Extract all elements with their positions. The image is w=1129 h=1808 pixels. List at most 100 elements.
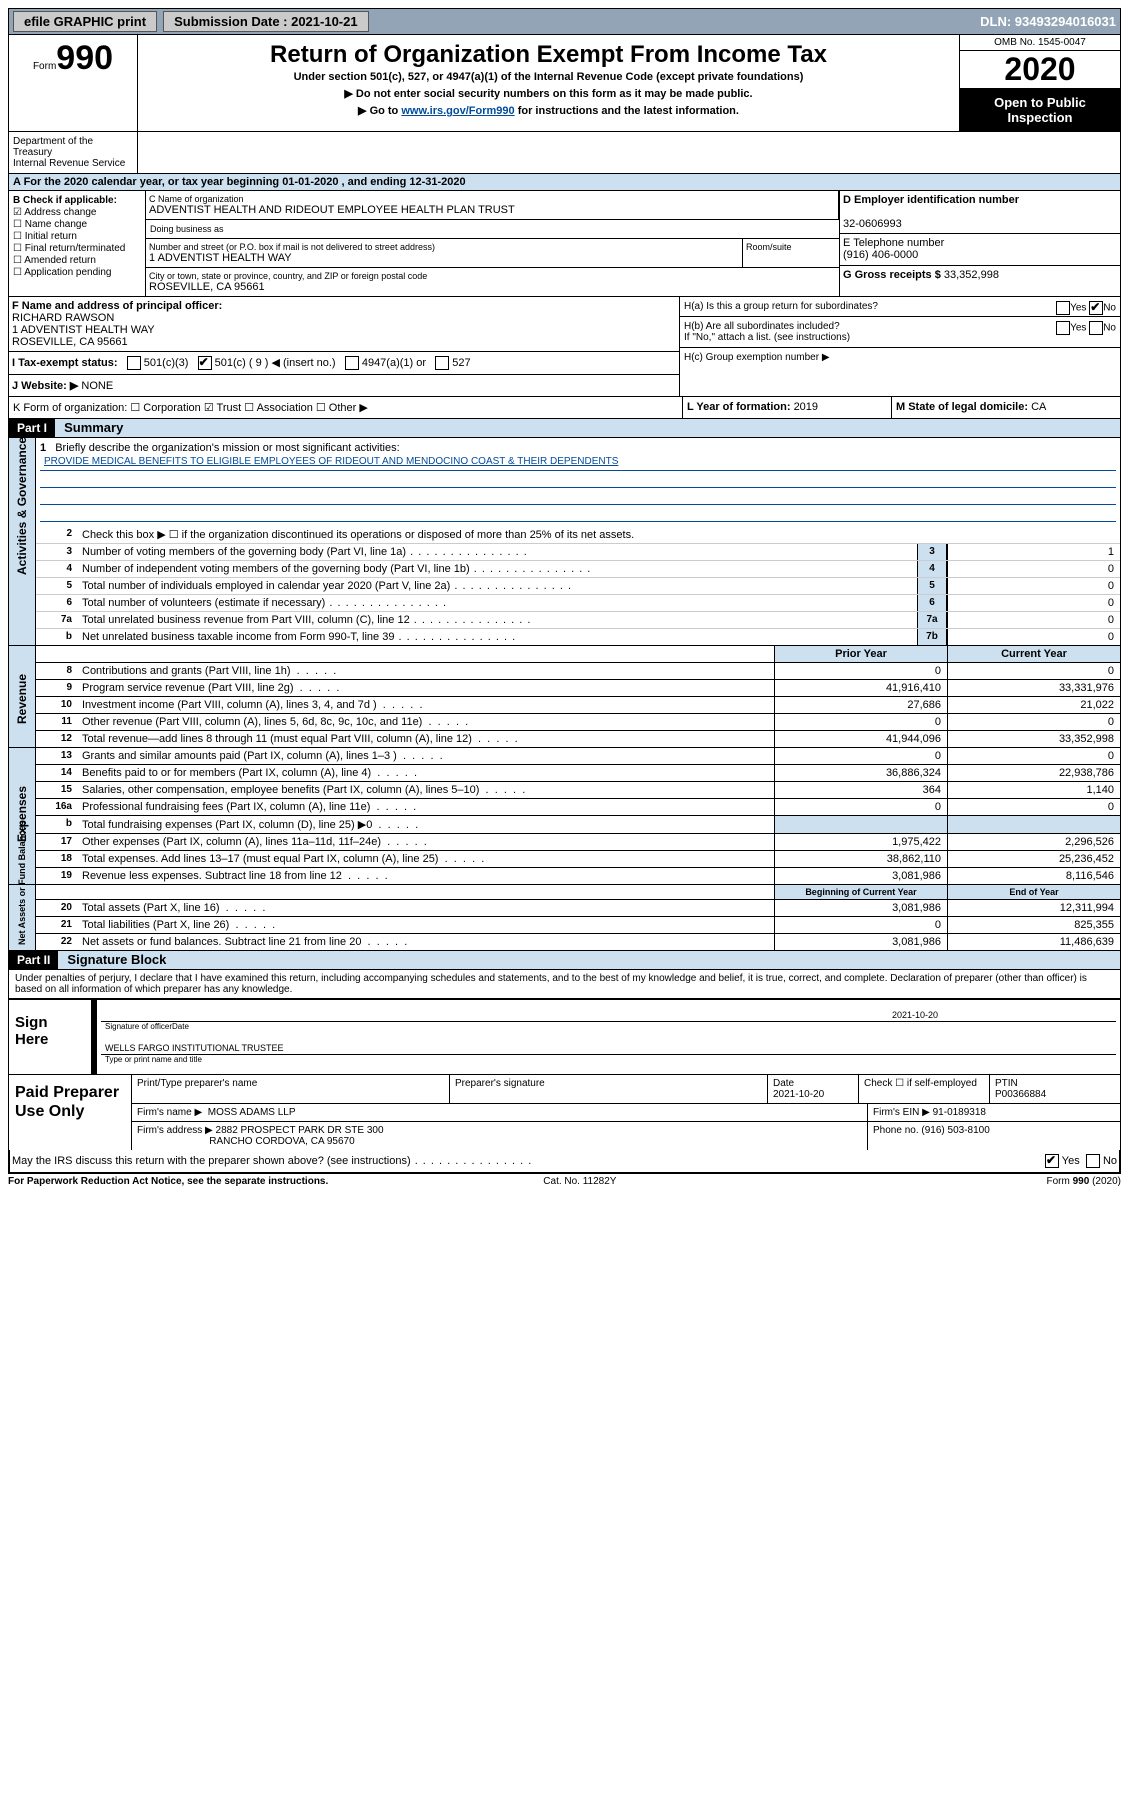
chk-app-pending[interactable]: ☐ Application pending <box>13 267 141 278</box>
officer-addr1: 1 ADVENTIST HEALTH WAY <box>12 324 155 336</box>
mission-blank2 <box>40 488 1116 505</box>
data-row: 10Investment income (Part VIII, column (… <box>36 697 1120 714</box>
chk-501c3[interactable] <box>127 356 141 370</box>
org-name-label: C Name of organization <box>149 194 835 204</box>
data-row: 18Total expenses. Add lines 13–17 (must … <box>36 851 1120 868</box>
firm-ein: Firm's EIN ▶ 91-0189318 <box>868 1104 1120 1121</box>
header-title-box: Return of Organization Exempt From Incom… <box>138 35 959 131</box>
line-4: 4Number of independent voting members of… <box>36 561 1120 578</box>
data-row: 19Revenue less expenses. Subtract line 1… <box>36 868 1120 884</box>
data-row: 15Salaries, other compensation, employee… <box>36 782 1120 799</box>
data-row: 22Net assets or fund balances. Subtract … <box>36 934 1120 950</box>
mission-blank1 <box>40 471 1116 488</box>
chk-4947[interactable] <box>345 356 359 370</box>
ein-value: 32-0606993 <box>843 218 902 230</box>
hb-note: If "No," attach a list. (see instruction… <box>684 332 850 343</box>
sig-officer-hint: Signature of officer <box>105 1022 172 1031</box>
dept-treasury: Department of the Treasury Internal Reve… <box>9 132 138 173</box>
prep-sig-label: Preparer's signature <box>450 1075 768 1103</box>
data-row: 17Other expenses (Part IX, column (A), l… <box>36 834 1120 851</box>
city-value: ROSEVILLE, CA 95661 <box>149 281 836 293</box>
submission-date-button[interactable]: Submission Date : 2021-10-21 <box>163 11 369 32</box>
tab-netassets: Net Assets or Fund Balances <box>9 885 36 950</box>
opt-501c: 501(c) ( 9 ) ◀ (insert no.) <box>215 357 336 369</box>
form-title: Return of Organization Exempt From Incom… <box>142 41 955 69</box>
tab-revenue: Revenue <box>9 646 36 747</box>
discuss-yes[interactable] <box>1045 1154 1059 1168</box>
box-m: M State of legal domicile: CA <box>892 397 1120 418</box>
org-name-cell: C Name of organization ADVENTIST HEALTH … <box>146 191 839 219</box>
h-b: H(b) Are all subordinates included? Yes … <box>680 317 1120 348</box>
ha-no[interactable] <box>1089 301 1103 315</box>
chk-address-change[interactable]: ☑ Address change <box>13 207 141 218</box>
hb-yes[interactable] <box>1056 321 1070 335</box>
mission-blank3 <box>40 505 1116 522</box>
sig-officer-line: 2021-10-20 <box>101 1004 1116 1022</box>
prep-selfemp: Check ☐ if self-employed <box>859 1075 990 1103</box>
omb-number: OMB No. 1545-0047 <box>960 35 1120 51</box>
paid-row1: Print/Type preparer's name Preparer's si… <box>132 1075 1120 1104</box>
sig-date: 2021-10-20 <box>892 1010 1112 1020</box>
h-a: H(a) Is this a group return for subordin… <box>680 297 1120 317</box>
section-activities: Activities & Governance 1 Briefly descri… <box>8 438 1121 646</box>
mission-text[interactable]: PROVIDE MEDICAL BENEFITS TO ELIGIBLE EMP… <box>44 456 618 467</box>
paid-row2: Firm's name ▶ MOSS ADAMS LLP Firm's EIN … <box>132 1104 1120 1122</box>
ha-yes[interactable] <box>1056 301 1070 315</box>
revenue-header: Prior Year Current Year <box>36 646 1120 663</box>
form-number-box: Form990 <box>9 35 138 131</box>
section-revenue: Revenue Prior Year Current Year 8Contrib… <box>8 646 1121 748</box>
hb-text: H(b) Are all subordinates included? <box>684 321 840 332</box>
line-3: 3Number of voting members of the governi… <box>36 544 1120 561</box>
tax-year: 2020 <box>960 51 1120 89</box>
chk-final-return[interactable]: ☐ Final return/terminated <box>13 243 141 254</box>
box-k: K Form of organization: ☐ Corporation ☑ … <box>9 397 683 418</box>
part1-title: Summary <box>58 420 123 435</box>
chk-initial-return[interactable]: ☐ Initial return <box>13 231 141 242</box>
street-cell: Number and street (or P.O. box if mail i… <box>146 239 743 267</box>
line-2: 2 Check this box ▶ ☐ if the organization… <box>36 526 1120 544</box>
open-to-public: Open to Public Inspection <box>960 89 1120 131</box>
efile-button[interactable]: efile GRAPHIC print <box>13 11 157 32</box>
tab-activities: Activities & Governance <box>9 438 36 645</box>
irs-link[interactable]: www.irs.gov/Form990 <box>401 105 514 117</box>
box-j: J Website: ▶ NONE <box>9 375 679 396</box>
sig-typed-line: WELLS FARGO INSTITUTIONAL TRUSTEE <box>101 1037 1116 1055</box>
goto-post: for instructions and the latest informat… <box>515 105 739 117</box>
opt-4947: 4947(a)(1) or <box>362 357 426 369</box>
line-5: 5Total number of individuals employed in… <box>36 578 1120 595</box>
officer-addr2: ROSEVILLE, CA 95661 <box>12 336 128 348</box>
chk-name-change[interactable]: ☐ Name change <box>13 219 141 230</box>
box-h: H(a) Is this a group return for subordin… <box>679 297 1120 396</box>
org-name: ADVENTIST HEALTH AND RIDEOUT EMPLOYEE HE… <box>149 204 835 216</box>
prep-ptin: PTINP00366884 <box>990 1075 1120 1103</box>
sign-here-block: Sign Here 2021-10-20 Signature of office… <box>9 999 1120 1074</box>
top-bar: efile GRAPHIC print Submission Date : 20… <box>8 8 1121 35</box>
data-row: 14Benefits paid to or for members (Part … <box>36 765 1120 782</box>
data-row: 11Other revenue (Part VIII, column (A), … <box>36 714 1120 731</box>
chk-501c[interactable] <box>198 356 212 370</box>
chk-amended[interactable]: ☐ Amended return <box>13 255 141 266</box>
chk-527[interactable] <box>435 356 449 370</box>
city-label: City or town, state or province, country… <box>149 271 836 281</box>
prep-date: Date2021-10-20 <box>768 1075 859 1103</box>
dba-cell: Doing business as <box>146 220 839 239</box>
ein-label: D Employer identification number <box>843 194 1019 206</box>
discuss-row: May the IRS discuss this return with the… <box>9 1150 1120 1173</box>
firm-name: Firm's name ▶ MOSS ADAMS LLP <box>132 1104 868 1121</box>
room-suite: Room/suite <box>743 239 839 267</box>
box-b: B Check if applicable: ☑ Address change … <box>9 191 146 296</box>
street-value: 1 ADVENTIST HEALTH WAY <box>149 252 739 264</box>
header-right: OMB No. 1545-0047 2020 Open to Public In… <box>959 35 1120 131</box>
data-row: 8Contributions and grants (Part VIII, li… <box>36 663 1120 680</box>
form-number: 990 <box>56 39 113 77</box>
paid-row3: Firm's address ▶ 2882 PROSPECT PARK DR S… <box>132 1122 1120 1150</box>
phone-value: (916) 406-0000 <box>843 249 918 261</box>
na-header: Beginning of Current Year End of Year <box>36 885 1120 900</box>
line-7a: 7aTotal unrelated business revenue from … <box>36 612 1120 629</box>
form-subtitle: Under section 501(c), 527, or 4947(a)(1)… <box>142 71 955 83</box>
data-row: 9Program service revenue (Part VIII, lin… <box>36 680 1120 697</box>
discuss-no[interactable] <box>1086 1154 1100 1168</box>
section-expenses: Expenses 13Grants and similar amounts pa… <box>8 748 1121 885</box>
hb-no[interactable] <box>1089 321 1103 335</box>
firm-phone: Phone no. (916) 503-8100 <box>868 1122 1120 1150</box>
